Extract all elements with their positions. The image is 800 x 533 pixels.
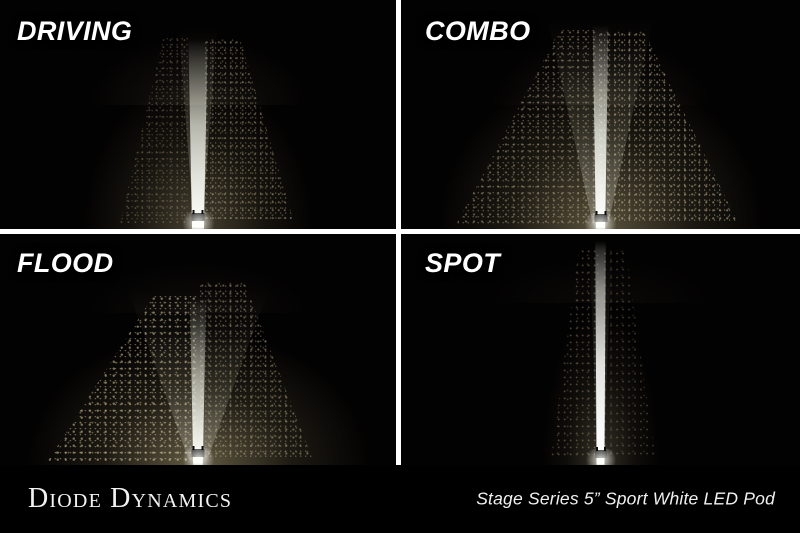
beam-flood-core xyxy=(189,297,207,465)
panel-label-driving: DRIVING xyxy=(17,16,133,46)
photo-panel-driving: DRIVING xyxy=(0,0,399,232)
photo-panel-spot: SPOT xyxy=(399,232,800,465)
panel-label-spot: SPOT xyxy=(425,248,501,278)
photo-panel-flood: FLOOD xyxy=(0,232,399,465)
beam-driving xyxy=(178,29,218,229)
beam-combo xyxy=(547,19,654,229)
ground-glow xyxy=(0,280,396,465)
ground-glow xyxy=(48,29,348,229)
photo-grid: DRIVING COMBO xyxy=(0,0,800,465)
panel-label-combo: COMBO xyxy=(425,16,531,46)
beam-driving-core xyxy=(188,39,208,229)
beam-flood xyxy=(128,290,268,465)
gravel-texture-right xyxy=(599,31,737,221)
brand-logo-text: Diode Dynamics xyxy=(28,483,233,514)
ground-glow xyxy=(515,250,686,465)
gravel-texture-left xyxy=(551,249,599,459)
led-pod-light xyxy=(191,210,205,221)
gravel-texture-left xyxy=(120,38,190,223)
led-pod-light xyxy=(191,446,205,457)
beam-spot xyxy=(589,243,612,465)
led-pod-light xyxy=(594,211,607,222)
ground-glow xyxy=(401,14,800,229)
beam-combo-core xyxy=(592,24,609,229)
gravel-texture-right xyxy=(200,282,312,457)
gravel-texture-right xyxy=(603,250,655,455)
gravel-texture-right xyxy=(205,39,293,219)
product-name-caption: Stage Series 5” Sport White LED Pod xyxy=(476,488,775,509)
panel-label-flood: FLOOD xyxy=(17,248,114,278)
caption-bar: Diode Dynamics Stage Series 5” Sport Whi… xyxy=(0,465,800,533)
gravel-texture-left xyxy=(48,296,198,461)
gravel-texture-left xyxy=(456,30,596,225)
photo-panel-combo: COMBO xyxy=(399,0,800,232)
led-pod-light xyxy=(594,447,607,458)
beam-spot-core xyxy=(595,241,606,465)
